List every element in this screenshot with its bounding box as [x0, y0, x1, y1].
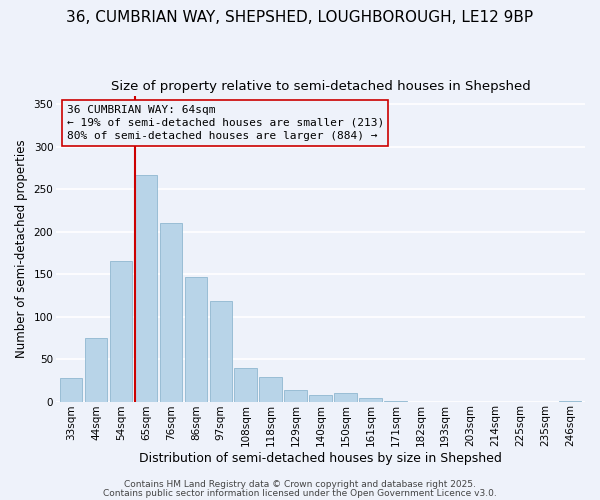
- Bar: [334, 393, 357, 402]
- Bar: [160, 223, 182, 402]
- Bar: [559, 400, 581, 402]
- Bar: [209, 301, 232, 402]
- Text: Contains public sector information licensed under the Open Government Licence v3: Contains public sector information licen…: [103, 490, 497, 498]
- Bar: [134, 174, 157, 402]
- Bar: [359, 398, 382, 402]
- Bar: [259, 377, 282, 402]
- Text: 36 CUMBRIAN WAY: 64sqm
← 19% of semi-detached houses are smaller (213)
80% of se: 36 CUMBRIAN WAY: 64sqm ← 19% of semi-det…: [67, 104, 384, 141]
- Bar: [60, 378, 82, 402]
- Text: Contains HM Land Registry data © Crown copyright and database right 2025.: Contains HM Land Registry data © Crown c…: [124, 480, 476, 489]
- X-axis label: Distribution of semi-detached houses by size in Shepshed: Distribution of semi-detached houses by …: [139, 452, 502, 465]
- Text: 36, CUMBRIAN WAY, SHEPSHED, LOUGHBOROUGH, LE12 9BP: 36, CUMBRIAN WAY, SHEPSHED, LOUGHBOROUGH…: [67, 10, 533, 25]
- Y-axis label: Number of semi-detached properties: Number of semi-detached properties: [15, 139, 28, 358]
- Bar: [110, 262, 132, 402]
- Title: Size of property relative to semi-detached houses in Shepshed: Size of property relative to semi-detach…: [110, 80, 530, 93]
- Bar: [235, 368, 257, 402]
- Bar: [185, 278, 207, 402]
- Bar: [384, 400, 407, 402]
- Bar: [310, 394, 332, 402]
- Bar: [85, 338, 107, 402]
- Bar: [284, 390, 307, 402]
